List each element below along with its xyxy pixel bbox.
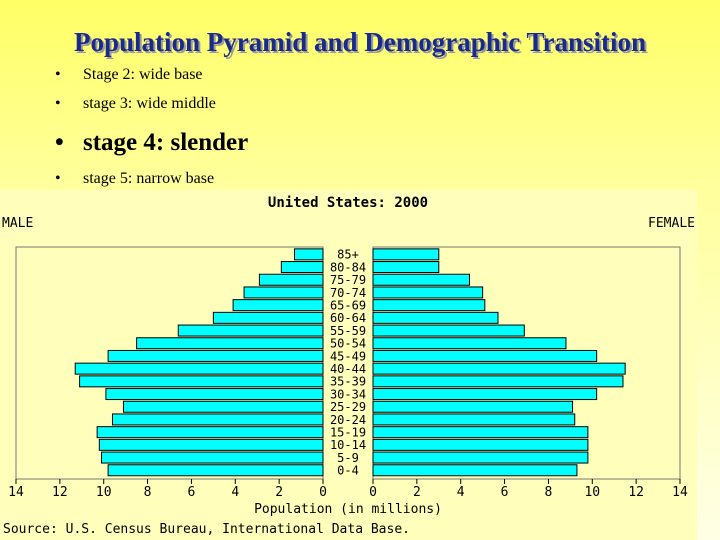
age-label: 35-39: [330, 375, 366, 389]
bullet-stage-3: • stage 3: wide middle: [55, 95, 216, 113]
female-bar-80-84: [372, 261, 440, 274]
female-bar-20-24: [372, 413, 576, 426]
female-bar-70-74: [372, 286, 484, 299]
x-tick-label: 0: [319, 485, 327, 500]
age-label: 15-19: [330, 426, 366, 440]
female-bar-25-29: [372, 400, 574, 413]
age-label: 60-64: [330, 311, 366, 325]
female-bar-75-79: [372, 273, 470, 286]
male-bar-10-14: [98, 438, 324, 451]
age-label: 55-59: [330, 324, 366, 338]
female-bar-40-44: [372, 362, 626, 375]
x-tick-label: 6: [501, 485, 509, 500]
bullet-dot: •: [55, 170, 61, 187]
x-axis-label: Population (in millions): [254, 502, 442, 517]
age-label: 5-9: [337, 451, 359, 465]
male-bar-20-24: [111, 413, 324, 426]
population-pyramid-chart: United States: 2000 MALE FEMALE 85+80-84…: [2, 195, 695, 537]
male-bar-70-74: [243, 286, 324, 299]
female-label: FEMALE: [648, 216, 695, 231]
male-label: MALE: [2, 216, 33, 231]
bullet-dot: •: [55, 95, 61, 112]
age-label: 85+: [337, 248, 359, 262]
age-label: 80-84: [330, 260, 366, 274]
bullet-stage-4: • stage 4: slender: [55, 129, 248, 157]
x-tick-label: 2: [413, 485, 421, 500]
male-bar-25-29: [122, 400, 324, 413]
female-bar-85+: [372, 248, 440, 261]
male-bar-5-9: [101, 451, 324, 464]
female-bar-60-64: [372, 311, 499, 324]
x-tick-label: 14: [672, 485, 688, 500]
age-label: 20-24: [330, 413, 366, 427]
male-bar-30-34: [105, 388, 324, 401]
female-bar-50-54: [372, 337, 567, 350]
male-bar-45-49: [107, 349, 324, 362]
age-label: 25-29: [330, 400, 366, 414]
female-bar-15-19: [372, 426, 589, 439]
age-label: 40-44: [330, 362, 366, 376]
bullet-text: stage 5: narrow base: [83, 170, 215, 187]
male-bar-60-64: [212, 311, 324, 324]
bullet-stage-5: • stage 5: narrow base: [55, 170, 214, 188]
female-bar-0-4: [372, 464, 578, 477]
chart-title: United States: 2000: [268, 195, 428, 211]
male-bar-80-84: [280, 261, 324, 274]
x-tick-label: 8: [144, 485, 152, 500]
female-bar-65-69: [372, 299, 486, 312]
male-bar-85+: [293, 248, 324, 261]
age-label: 30-34: [330, 387, 366, 401]
male-bar-75-79: [258, 273, 324, 286]
x-tick-label: 12: [628, 485, 644, 500]
x-tick-label: 14: [8, 485, 24, 500]
source-note: Source: U.S. Census Bureau, Internationa…: [3, 522, 410, 537]
age-label: 10-14: [330, 438, 366, 452]
female-bar-30-34: [372, 388, 598, 401]
male-bar-50-54: [136, 337, 324, 350]
age-label: 0-4: [337, 464, 359, 478]
age-label: 70-74: [330, 286, 366, 300]
slide-title: Population Pyramid and Demographic Trans…: [73, 27, 647, 57]
x-tick-label: 6: [188, 485, 196, 500]
male-bar-0-4: [107, 464, 324, 477]
age-label: 50-54: [330, 337, 366, 351]
female-bar-35-39: [372, 375, 624, 388]
male-bar-40-44: [74, 362, 324, 375]
female-bar-55-59: [372, 324, 525, 337]
bullet-stage-2: • Stage 2: wide base: [55, 66, 203, 84]
male-bar-55-59: [177, 324, 324, 337]
female-bar-10-14: [372, 438, 589, 451]
age-label: 45-49: [330, 349, 366, 363]
male-bar-65-69: [232, 299, 324, 312]
x-tick-label: 10: [96, 485, 112, 500]
male-bar-35-39: [79, 375, 324, 388]
x-tick-label: 4: [457, 485, 465, 500]
bullet-text: stage 3: wide middle: [83, 95, 216, 112]
x-tick-label: 12: [52, 485, 68, 500]
male-bar-15-19: [96, 426, 324, 439]
x-tick-label: 10: [584, 485, 600, 500]
bars-group: [74, 248, 626, 477]
female-bar-45-49: [372, 349, 598, 362]
age-label: 75-79: [330, 273, 366, 287]
x-tick-label: 8: [545, 485, 553, 500]
age-labels-group: 85+80-8475-7970-7465-6960-6455-5950-5445…: [330, 248, 366, 478]
x-axis-group: 14 12 10 8 6 4 2 0 0 2 4 6 8 10 12 14: [8, 479, 688, 500]
x-tick-label: 2: [275, 485, 283, 500]
x-tick-label: 4: [231, 485, 239, 500]
bullet-text: stage 4: slender: [83, 129, 249, 156]
x-tick-label: 0: [369, 485, 377, 500]
bullet-dot: •: [55, 129, 64, 156]
bullet-dot: •: [55, 66, 61, 83]
age-label: 65-69: [330, 299, 366, 313]
female-bar-5-9: [372, 451, 589, 464]
bullet-text: Stage 2: wide base: [83, 66, 203, 83]
